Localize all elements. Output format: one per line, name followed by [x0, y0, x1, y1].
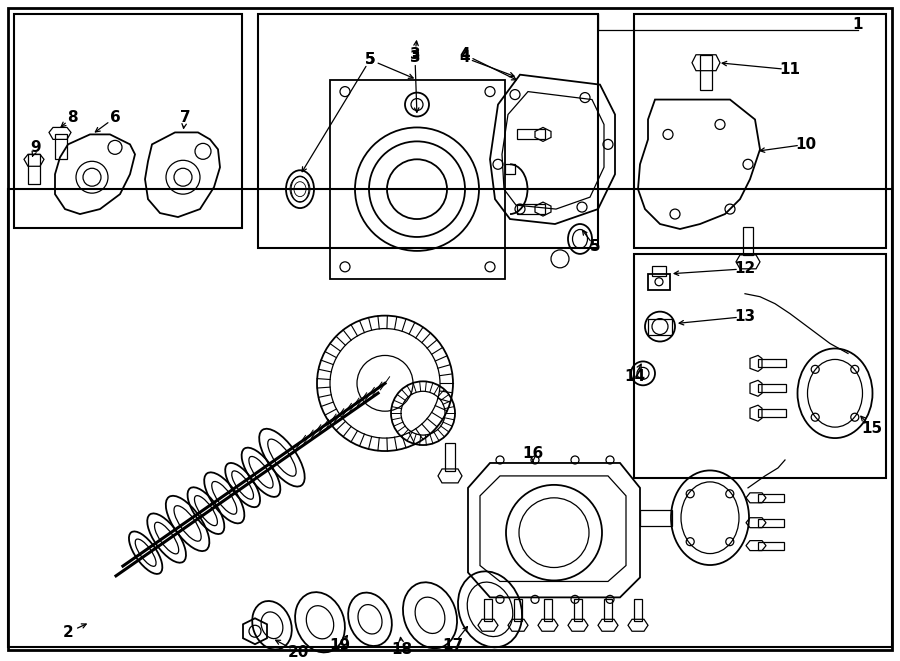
Bar — [55, 134, 67, 159]
Text: 9: 9 — [31, 140, 41, 155]
Text: 12: 12 — [734, 261, 756, 276]
Bar — [330, 80, 505, 279]
Bar — [758, 519, 784, 527]
Text: 17: 17 — [443, 638, 464, 652]
Bar — [634, 600, 642, 621]
Text: 3: 3 — [410, 47, 420, 62]
Bar — [574, 600, 582, 621]
Bar — [743, 227, 753, 255]
Bar — [758, 409, 786, 417]
Bar — [517, 204, 545, 214]
Bar — [648, 274, 670, 290]
Text: 7: 7 — [180, 110, 190, 125]
Text: 16: 16 — [522, 446, 544, 461]
Text: 18: 18 — [392, 642, 412, 656]
Text: 5: 5 — [590, 239, 600, 254]
Bar — [484, 600, 492, 621]
Text: 5: 5 — [364, 52, 375, 67]
Bar — [758, 541, 784, 549]
Text: 20: 20 — [287, 644, 309, 660]
Bar — [634, 254, 886, 478]
Bar — [652, 266, 666, 276]
Bar — [758, 360, 786, 368]
Text: 2: 2 — [63, 625, 74, 640]
Text: 1: 1 — [853, 17, 863, 32]
Text: 14: 14 — [625, 369, 645, 384]
Bar — [505, 165, 515, 175]
Bar — [640, 510, 672, 525]
Text: 4: 4 — [460, 50, 471, 65]
Bar — [634, 14, 886, 248]
Bar — [258, 14, 598, 248]
Text: 10: 10 — [796, 137, 816, 152]
Bar — [544, 600, 552, 621]
Bar — [14, 14, 242, 228]
Bar — [700, 55, 712, 90]
Text: 15: 15 — [861, 420, 883, 436]
Bar — [445, 443, 455, 471]
Bar — [8, 189, 892, 647]
Text: 6: 6 — [110, 110, 121, 125]
Bar — [604, 600, 612, 621]
Bar — [28, 154, 40, 184]
Bar — [758, 494, 784, 502]
Text: 3: 3 — [410, 50, 420, 65]
Bar — [648, 319, 672, 334]
Text: 19: 19 — [329, 638, 351, 652]
Text: 5: 5 — [364, 52, 375, 67]
Text: 13: 13 — [734, 309, 756, 324]
Bar — [514, 600, 522, 621]
Text: 11: 11 — [779, 62, 800, 77]
Bar — [517, 130, 545, 139]
Text: 4: 4 — [460, 47, 471, 62]
Bar — [758, 384, 786, 392]
Text: 8: 8 — [67, 110, 77, 125]
